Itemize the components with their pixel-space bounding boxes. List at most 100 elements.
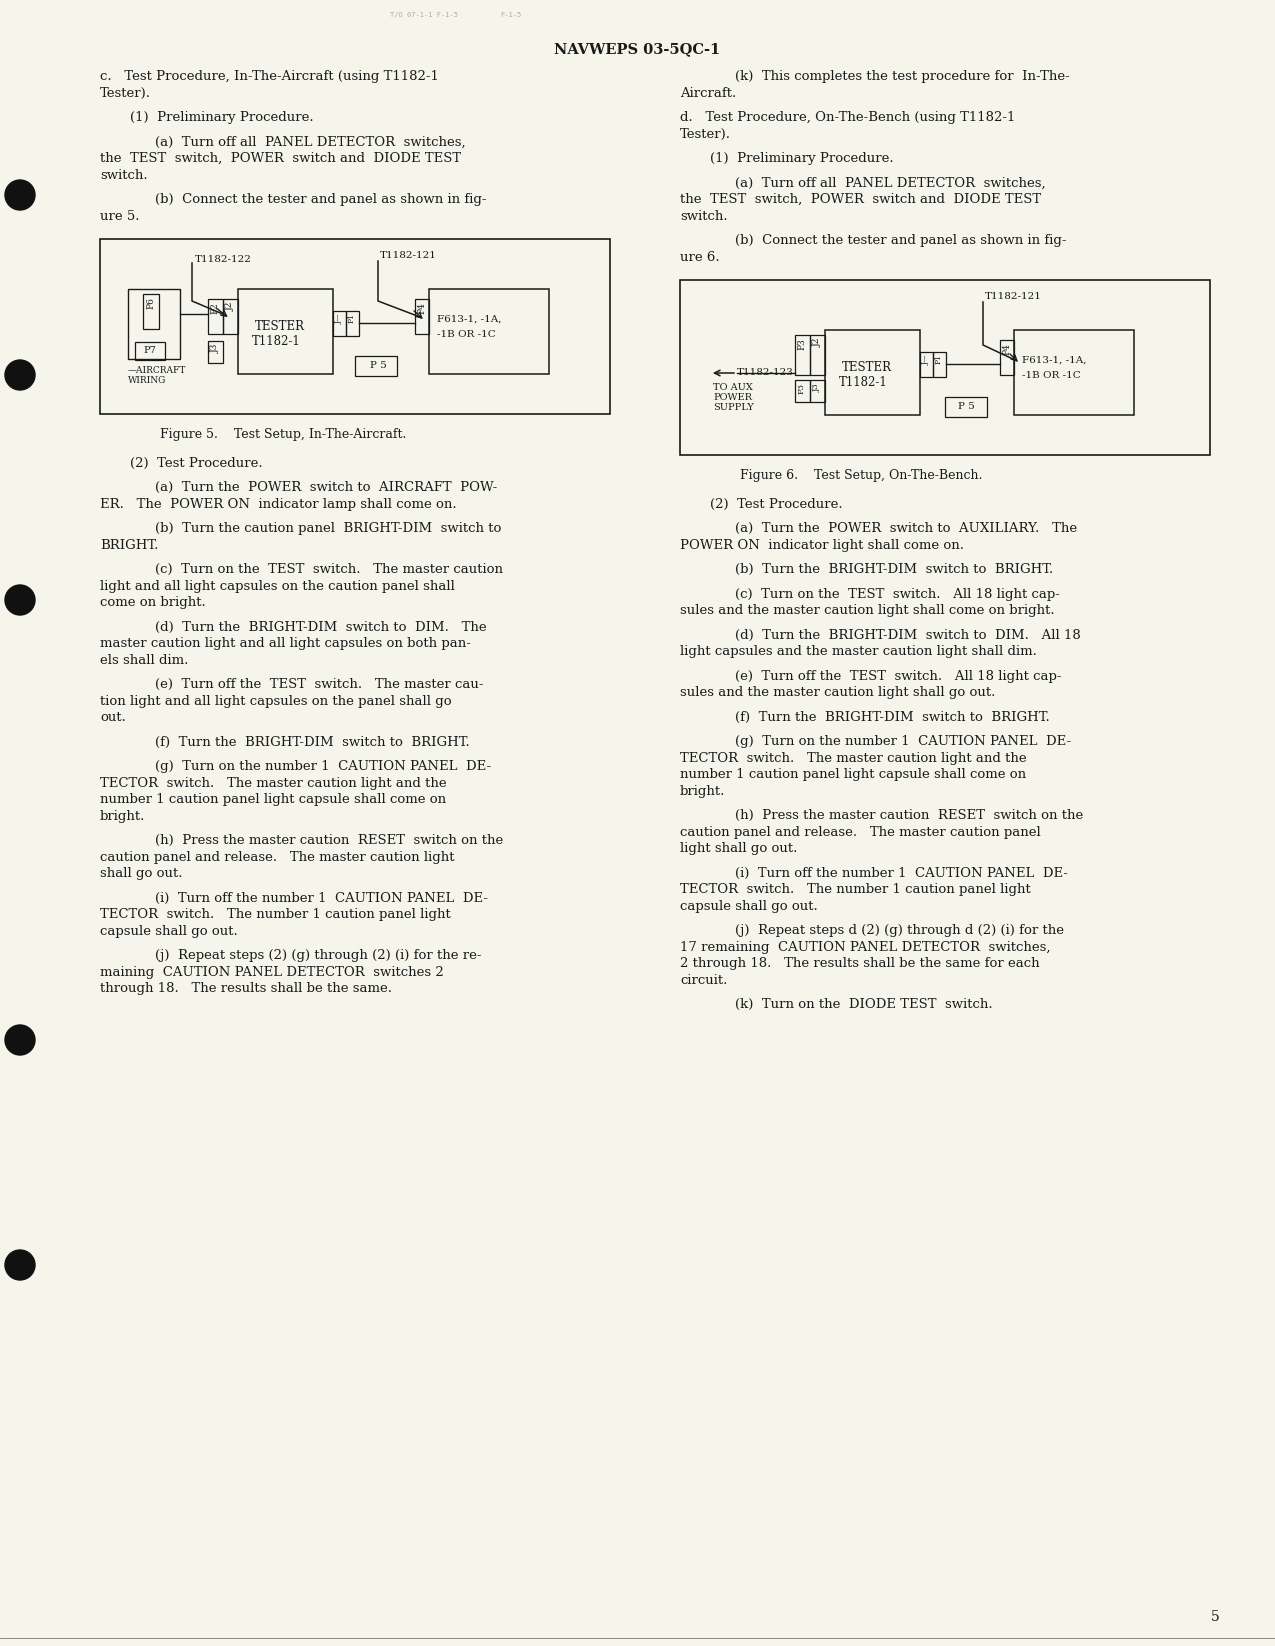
Bar <box>1014 329 1133 415</box>
Text: switch.: switch. <box>99 168 148 181</box>
Text: (a)  Turn off all  PANEL DETECTOR  switches,: (a) Turn off all PANEL DETECTOR switches… <box>156 135 465 148</box>
Bar <box>208 341 223 364</box>
Text: Tester).: Tester). <box>680 127 731 140</box>
Text: J—: J— <box>922 354 929 365</box>
Text: (h)  Press the master caution  RESET  switch on the: (h) Press the master caution RESET switc… <box>734 808 1084 821</box>
Text: J2: J2 <box>812 337 821 347</box>
Text: els shall dim.: els shall dim. <box>99 653 189 667</box>
Bar <box>825 329 921 415</box>
Text: T1182-123: T1182-123 <box>737 369 794 377</box>
Bar <box>921 352 933 377</box>
Text: shall go out.: shall go out. <box>99 867 182 881</box>
Text: 2 through 18.   The results shall be the same for each: 2 through 18. The results shall be the s… <box>680 956 1039 969</box>
Text: TO AUX: TO AUX <box>713 384 752 392</box>
Text: (a)  Turn the  POWER  switch to  AIRCRAFT  POW-: (a) Turn the POWER switch to AIRCRAFT PO… <box>156 481 497 494</box>
Bar <box>810 380 825 402</box>
Text: TECTOR  switch.   The number 1 caution panel light: TECTOR switch. The number 1 caution pane… <box>680 882 1030 895</box>
Bar <box>414 300 428 334</box>
Text: (g)  Turn on the number 1  CAUTION PANEL  DE-: (g) Turn on the number 1 CAUTION PANEL D… <box>734 736 1071 747</box>
Text: d.   Test Procedure, On-The-Bench (using T1182-1: d. Test Procedure, On-The-Bench (using T… <box>680 110 1015 123</box>
Bar <box>945 397 987 416</box>
Text: TECTOR  switch.   The master caution light and the: TECTOR switch. The master caution light … <box>680 752 1026 764</box>
Text: sules and the master caution light shall come on bright.: sules and the master caution light shall… <box>680 604 1054 617</box>
Text: capsule shall go out.: capsule shall go out. <box>680 899 817 912</box>
Text: switch.: switch. <box>680 209 728 222</box>
Text: (i)  Turn off the number 1  CAUTION PANEL  DE-: (i) Turn off the number 1 CAUTION PANEL … <box>734 866 1068 879</box>
Text: TECTOR  switch.   The master caution light and the: TECTOR switch. The master caution light … <box>99 777 446 790</box>
Text: number 1 caution panel light capsule shall come on: number 1 caution panel light capsule sha… <box>680 769 1026 780</box>
Text: Tester).: Tester). <box>99 87 150 99</box>
Text: (f)  Turn the  BRIGHT-DIM  switch to  BRIGHT.: (f) Turn the BRIGHT-DIM switch to BRIGHT… <box>156 736 469 749</box>
Text: P4: P4 <box>1002 342 1011 356</box>
Bar <box>135 342 164 360</box>
Text: (k)  Turn on the  DIODE TEST  switch.: (k) Turn on the DIODE TEST switch. <box>734 997 993 1011</box>
Text: T1182-1: T1182-1 <box>252 336 301 347</box>
Text: SUPPLY: SUPPLY <box>713 403 754 412</box>
Bar <box>223 300 238 334</box>
Text: POWER ON  indicator light shall come on.: POWER ON indicator light shall come on. <box>680 538 964 551</box>
Text: ER.   The  POWER ON  indicator lamp shall come on.: ER. The POWER ON indicator lamp shall co… <box>99 497 456 510</box>
Text: P7: P7 <box>144 346 157 356</box>
Circle shape <box>5 584 34 616</box>
Text: (k)  This completes the test procedure for  In-The-: (k) This completes the test procedure fo… <box>734 71 1070 82</box>
Text: 5: 5 <box>1211 1610 1220 1625</box>
Text: P2: P2 <box>210 301 219 314</box>
Text: (i)  Turn off the number 1  CAUTION PANEL  DE-: (i) Turn off the number 1 CAUTION PANEL … <box>156 892 488 905</box>
Text: -1B OR -1C: -1B OR -1C <box>1023 370 1081 380</box>
Text: light shall go out.: light shall go out. <box>680 843 797 854</box>
Text: (j)  Repeat steps (2) (g) through (2) (i) for the re-: (j) Repeat steps (2) (g) through (2) (i)… <box>156 950 482 961</box>
Text: (g)  Turn on the number 1  CAUTION PANEL  DE-: (g) Turn on the number 1 CAUTION PANEL D… <box>156 760 491 774</box>
Text: come on bright.: come on bright. <box>99 596 205 609</box>
Text: (b)  Turn the caution panel  BRIGHT-DIM  switch to: (b) Turn the caution panel BRIGHT-DIM sw… <box>156 522 501 535</box>
Text: (d)  Turn the  BRIGHT-DIM  switch to  DIM.   The: (d) Turn the BRIGHT-DIM switch to DIM. T… <box>156 621 487 634</box>
Bar <box>128 290 180 359</box>
Text: J—: J— <box>335 313 343 324</box>
Text: F-1-5: F-1-5 <box>500 12 521 18</box>
Text: (b)  Connect the tester and panel as shown in fig-: (b) Connect the tester and panel as show… <box>156 193 487 206</box>
Bar <box>208 300 223 334</box>
Text: (a)  Turn the  POWER  switch to  AUXILIARY.   The: (a) Turn the POWER switch to AUXILIARY. … <box>734 522 1077 535</box>
Text: (j)  Repeat steps d (2) (g) through d (2) (i) for the: (j) Repeat steps d (2) (g) through d (2)… <box>734 923 1065 937</box>
Text: (e)  Turn off the  TEST  switch.   All 18 light cap-: (e) Turn off the TEST switch. All 18 lig… <box>734 670 1062 683</box>
Text: (e)  Turn off the  TEST  switch.   The master cau-: (e) Turn off the TEST switch. The master… <box>156 678 483 691</box>
Text: P4: P4 <box>417 301 427 314</box>
Circle shape <box>5 1025 34 1055</box>
Text: capsule shall go out.: capsule shall go out. <box>99 925 237 938</box>
Text: through 18.   The results shall be the same.: through 18. The results shall be the sam… <box>99 983 391 994</box>
Text: P 5: P 5 <box>370 360 386 370</box>
Text: T1182-121: T1182-121 <box>986 291 1042 301</box>
Text: ure 5.: ure 5. <box>99 209 139 222</box>
Text: J3: J3 <box>813 384 821 392</box>
Text: c.   Test Procedure, In-The-Aircraft (using T1182-1: c. Test Procedure, In-The-Aircraft (usin… <box>99 71 439 82</box>
Text: BRIGHT.: BRIGHT. <box>99 538 158 551</box>
Text: (h)  Press the master caution  RESET  switch on the: (h) Press the master caution RESET switc… <box>156 835 504 848</box>
Text: the  TEST  switch,  POWER  switch and  DIODE TEST: the TEST switch, POWER switch and DIODE … <box>680 193 1042 206</box>
Text: P6: P6 <box>147 296 156 309</box>
Circle shape <box>5 360 34 390</box>
Text: (1)  Preliminary Procedure.: (1) Preliminary Procedure. <box>130 110 314 123</box>
Text: master caution light and all light capsules on both pan-: master caution light and all light capsu… <box>99 637 470 650</box>
Text: (b)  Turn the  BRIGHT-DIM  switch to  BRIGHT.: (b) Turn the BRIGHT-DIM switch to BRIGHT… <box>734 563 1053 576</box>
Text: TESTER: TESTER <box>842 360 892 374</box>
Text: P 5: P 5 <box>958 402 975 412</box>
Bar <box>810 336 825 375</box>
Text: TECTOR  switch.   The number 1 caution panel light: TECTOR switch. The number 1 caution pane… <box>99 909 451 922</box>
Bar <box>428 290 550 374</box>
Bar <box>1000 341 1014 375</box>
Bar <box>143 295 159 329</box>
Text: bright.: bright. <box>680 785 725 798</box>
Text: T1182-122: T1182-122 <box>195 255 252 263</box>
Text: circuit.: circuit. <box>680 973 727 986</box>
Text: (c)  Turn on the  TEST  switch.   All 18 light cap-: (c) Turn on the TEST switch. All 18 ligh… <box>734 588 1060 601</box>
Bar <box>346 311 360 336</box>
Text: (f)  Turn the  BRIGHT-DIM  switch to  BRIGHT.: (f) Turn the BRIGHT-DIM switch to BRIGHT… <box>734 711 1049 724</box>
Text: (2)  Test Procedure.: (2) Test Procedure. <box>710 497 843 510</box>
Text: light and all light capsules on the caution panel shall: light and all light capsules on the caut… <box>99 579 455 593</box>
Text: Figure 5.    Test Setup, In-The-Aircraft.: Figure 5. Test Setup, In-The-Aircraft. <box>159 428 407 441</box>
Text: maining  CAUTION PANEL DETECTOR  switches 2: maining CAUTION PANEL DETECTOR switches … <box>99 966 444 978</box>
Text: (d)  Turn the  BRIGHT-DIM  switch to  DIM.   All 18: (d) Turn the BRIGHT-DIM switch to DIM. A… <box>734 629 1081 642</box>
Text: -1B OR -1C: -1B OR -1C <box>437 329 496 339</box>
Text: out.: out. <box>99 711 126 724</box>
Text: Figure 6.    Test Setup, On-The-Bench.: Figure 6. Test Setup, On-The-Bench. <box>740 469 982 482</box>
Text: T1182-121: T1182-121 <box>380 250 437 260</box>
